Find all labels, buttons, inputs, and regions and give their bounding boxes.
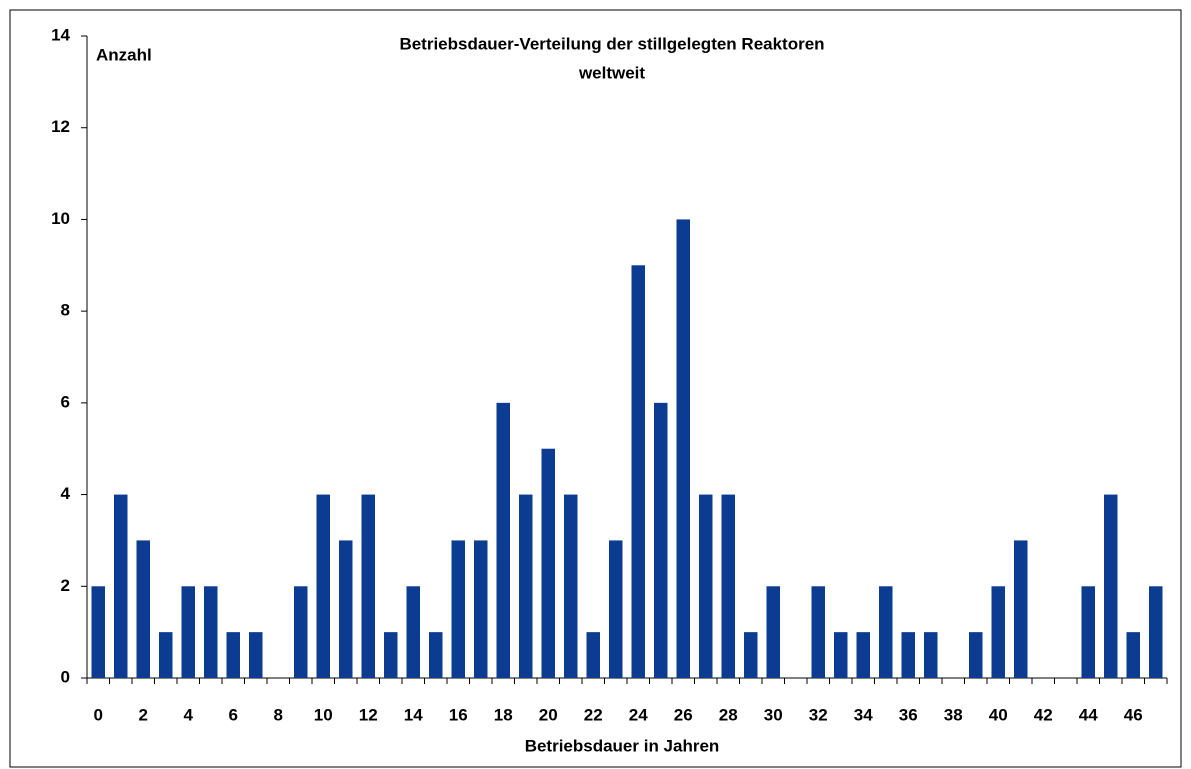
bar <box>991 586 1005 678</box>
bar <box>226 632 240 678</box>
bar <box>496 402 510 678</box>
bar <box>699 494 713 678</box>
bar <box>834 632 848 678</box>
y-tick-label: 2 <box>61 576 70 595</box>
bar <box>114 494 128 678</box>
x-tick-label: 34 <box>854 705 873 724</box>
bar <box>609 540 623 678</box>
y-tick-label: 4 <box>61 484 71 503</box>
chart-title: weltweit <box>578 63 645 82</box>
bar <box>654 402 668 678</box>
bar <box>384 632 398 678</box>
x-tick-label: 14 <box>404 705 423 724</box>
x-tick-label: 12 <box>359 705 378 724</box>
x-tick-label: 42 <box>1034 705 1053 724</box>
x-tick-label: 10 <box>314 705 333 724</box>
bar <box>811 586 825 678</box>
x-tick-label: 0 <box>94 705 103 724</box>
bar <box>586 632 600 678</box>
bar <box>91 586 105 678</box>
bar <box>474 540 488 678</box>
x-tick-label: 6 <box>229 705 238 724</box>
x-tick-label: 2 <box>139 705 148 724</box>
bar <box>541 448 555 678</box>
x-tick-label: 32 <box>809 705 828 724</box>
x-tick-label: 38 <box>944 705 963 724</box>
bar <box>766 586 780 678</box>
bar <box>924 632 938 678</box>
bar <box>969 632 983 678</box>
bar <box>316 494 330 678</box>
bar <box>879 586 893 678</box>
bar <box>744 632 758 678</box>
x-tick-label: 40 <box>989 705 1008 724</box>
x-tick-label: 16 <box>449 705 468 724</box>
bar <box>1149 586 1163 678</box>
bar <box>519 494 533 678</box>
bar <box>429 632 443 678</box>
x-tick-label: 46 <box>1124 705 1143 724</box>
bar <box>339 540 353 678</box>
x-tick-label: 44 <box>1079 705 1098 724</box>
x-tick-label: 28 <box>719 705 738 724</box>
bar <box>136 540 150 678</box>
bar <box>294 586 308 678</box>
x-tick-label: 8 <box>274 705 283 724</box>
y-tick-label: 6 <box>61 392 70 411</box>
bar <box>361 494 375 678</box>
y-tick-label: 10 <box>51 209 70 228</box>
bar <box>1104 494 1118 678</box>
bar <box>856 632 870 678</box>
y-tick-label: 12 <box>51 117 70 136</box>
bar <box>1014 540 1028 678</box>
bar <box>451 540 465 678</box>
y-tick-label: 0 <box>61 667 70 686</box>
bar <box>159 632 173 678</box>
bar <box>406 586 420 678</box>
bar <box>721 494 735 678</box>
bar <box>1126 632 1140 678</box>
bar <box>901 632 915 678</box>
x-tick-label: 22 <box>584 705 603 724</box>
x-tick-label: 30 <box>764 705 783 724</box>
y-tick-label: 14 <box>51 25 70 44</box>
x-tick-label: 36 <box>899 705 918 724</box>
x-tick-label: 24 <box>629 705 648 724</box>
y-tick-label: 8 <box>61 301 70 320</box>
bar <box>204 586 218 678</box>
x-tick-label: 4 <box>184 705 194 724</box>
x-axis-label: Betriebsdauer in Jahren <box>525 736 720 755</box>
x-tick-label: 20 <box>539 705 558 724</box>
bar <box>249 632 263 678</box>
bar <box>676 219 690 678</box>
bar <box>564 494 578 678</box>
x-tick-label: 18 <box>494 705 513 724</box>
bar <box>181 586 195 678</box>
bar <box>631 265 645 678</box>
chart-title: Betriebsdauer-Verteilung der stillgelegt… <box>399 34 824 53</box>
bar <box>1081 586 1095 678</box>
x-tick-label: 26 <box>674 705 693 724</box>
y-axis-label: Anzahl <box>96 45 152 64</box>
